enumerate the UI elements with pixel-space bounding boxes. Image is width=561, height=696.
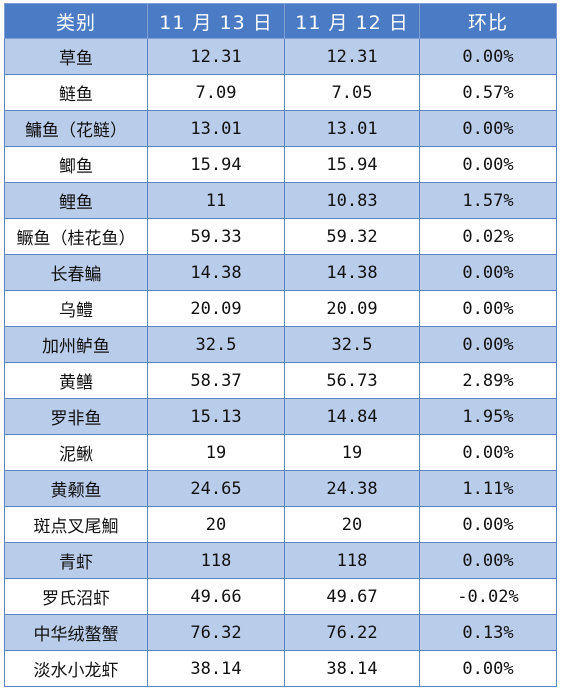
cell-nov-13: 20.09	[147, 290, 285, 327]
table-row: 长春鳊 14.38 14.38 0.00%	[4, 254, 557, 291]
cell-category: 鳙鱼（花鲢）	[4, 110, 148, 147]
cell-nov-12: 14.38	[284, 254, 420, 291]
cell-nov-13: 49.66	[147, 578, 285, 615]
cell-nov-12: 24.38	[284, 470, 420, 507]
cell-change: 0.00%	[419, 110, 557, 147]
cell-nov-12: 20.09	[284, 290, 420, 327]
table-row: 鳙鱼（花鲢） 13.01 13.01 0.00%	[4, 110, 557, 147]
cell-change: 0.00%	[419, 650, 557, 687]
cell-change: 0.13%	[419, 614, 557, 651]
table-row: 加州鲈鱼 32.5 32.5 0.00%	[4, 326, 557, 363]
header-category: 类别	[4, 3, 148, 39]
table-row: 草鱼 12.31 12.31 0.00%	[4, 38, 557, 75]
table-row: 中华绒螯蟹 76.32 76.22 0.13%	[4, 614, 557, 651]
cell-change: 0.00%	[419, 146, 557, 183]
table-row: 黄颡鱼 24.65 24.38 1.11%	[4, 470, 557, 507]
header-change: 环比	[419, 3, 557, 39]
cell-change: 0.00%	[419, 254, 557, 291]
cell-nov-13: 14.38	[147, 254, 285, 291]
cell-category: 青虾	[4, 542, 148, 579]
header-nov-13: 11 月 13 日	[147, 3, 285, 39]
cell-nov-13: 38.14	[147, 650, 285, 687]
table-row: 泥鳅 19 19 0.00%	[4, 434, 557, 471]
header-nov-12: 11 月 12 日	[284, 3, 420, 39]
table-row: 青虾 118 118 0.00%	[4, 542, 557, 579]
cell-nov-12: 14.84	[284, 398, 420, 435]
cell-change: 1.95%	[419, 398, 557, 435]
table-row: 鲢鱼 7.09 7.05 0.57%	[4, 74, 557, 111]
cell-nov-13: 32.5	[147, 326, 285, 363]
cell-change: 0.00%	[419, 434, 557, 471]
cell-nov-13: 19	[147, 434, 285, 471]
cell-category: 长春鳊	[4, 254, 148, 291]
price-table-container: 类别 11 月 13 日 11 月 12 日 环比 草鱼 12.31 12.31 0.…	[4, 3, 557, 687]
cell-change: 0.02%	[419, 218, 557, 255]
cell-change: 0.00%	[419, 506, 557, 543]
cell-nov-13: 58.37	[147, 362, 285, 399]
table-row: 斑点叉尾鮰 20 20 0.00%	[4, 506, 557, 543]
cell-change: 0.00%	[419, 326, 557, 363]
cell-nov-12: 13.01	[284, 110, 420, 147]
cell-change: 0.00%	[419, 290, 557, 327]
cell-category: 罗非鱼	[4, 398, 148, 435]
cell-nov-12: 49.67	[284, 578, 420, 615]
cell-change: 1.11%	[419, 470, 557, 507]
cell-nov-13: 15.94	[147, 146, 285, 183]
header-row: 类别 11 月 13 日 11 月 12 日 环比	[4, 3, 557, 39]
cell-nov-13: 13.01	[147, 110, 285, 147]
cell-category: 鲫鱼	[4, 146, 148, 183]
table-row: 鲫鱼 15.94 15.94 0.00%	[4, 146, 557, 183]
table-row: 罗氏沼虾 49.66 49.67 -0.02%	[4, 578, 557, 615]
table-row: 罗非鱼 15.13 14.84 1.95%	[4, 398, 557, 435]
cell-nov-13: 20	[147, 506, 285, 543]
cell-category: 黄颡鱼	[4, 470, 148, 507]
cell-category: 鲤鱼	[4, 182, 148, 219]
cell-change: -0.02%	[419, 578, 557, 615]
cell-nov-13: 59.33	[147, 218, 285, 255]
cell-nov-13: 7.09	[147, 74, 285, 111]
cell-category: 鲢鱼	[4, 74, 148, 111]
cell-nov-13: 118	[147, 542, 285, 579]
cell-nov-12: 76.22	[284, 614, 420, 651]
table-row: 淡水小龙虾 38.14 38.14 0.00%	[4, 650, 557, 687]
cell-category: 斑点叉尾鮰	[4, 506, 148, 543]
cell-nov-12: 32.5	[284, 326, 420, 363]
cell-category: 乌鳢	[4, 290, 148, 327]
table-row: 黄鳝 58.37 56.73 2.89%	[4, 362, 557, 399]
cell-nov-12: 20	[284, 506, 420, 543]
table-row: 鳜鱼（桂花鱼） 59.33 59.32 0.02%	[4, 218, 557, 255]
cell-nov-13: 11	[147, 182, 285, 219]
cell-category: 中华绒螯蟹	[4, 614, 148, 651]
cell-nov-12: 38.14	[284, 650, 420, 687]
cell-nov-12: 118	[284, 542, 420, 579]
cell-nov-12: 56.73	[284, 362, 420, 399]
table-header: 类别 11 月 13 日 11 月 12 日 环比	[4, 3, 557, 39]
cell-category: 泥鳅	[4, 434, 148, 471]
cell-nov-12: 15.94	[284, 146, 420, 183]
cell-change: 0.00%	[419, 542, 557, 579]
cell-nov-12: 12.31	[284, 38, 420, 75]
cell-category: 草鱼	[4, 38, 148, 75]
cell-category: 加州鲈鱼	[4, 326, 148, 363]
cell-nov-12: 7.05	[284, 74, 420, 111]
cell-nov-13: 76.32	[147, 614, 285, 651]
cell-nov-12: 10.83	[284, 182, 420, 219]
cell-change: 2.89%	[419, 362, 557, 399]
cell-change: 0.00%	[419, 38, 557, 75]
cell-category: 罗氏沼虾	[4, 578, 148, 615]
cell-nov-12: 19	[284, 434, 420, 471]
cell-nov-12: 59.32	[284, 218, 420, 255]
cell-nov-13: 15.13	[147, 398, 285, 435]
cell-category: 淡水小龙虾	[4, 650, 148, 687]
table-row: 鲤鱼 11 10.83 1.57%	[4, 182, 557, 219]
cell-nov-13: 12.31	[147, 38, 285, 75]
table-body: 草鱼 12.31 12.31 0.00% 鲢鱼 7.09 7.05 0.57% 鳙鱼（花鲢） 13…	[4, 38, 557, 687]
cell-category: 鳜鱼（桂花鱼）	[4, 218, 148, 255]
cell-category: 黄鳝	[4, 362, 148, 399]
table-row: 乌鳢 20.09 20.09 0.00%	[4, 290, 557, 327]
cell-nov-13: 24.65	[147, 470, 285, 507]
cell-change: 0.57%	[419, 74, 557, 111]
cell-change: 1.57%	[419, 182, 557, 219]
price-table: 类别 11 月 13 日 11 月 12 日 环比 草鱼 12.31 12.31 0.…	[4, 3, 557, 687]
